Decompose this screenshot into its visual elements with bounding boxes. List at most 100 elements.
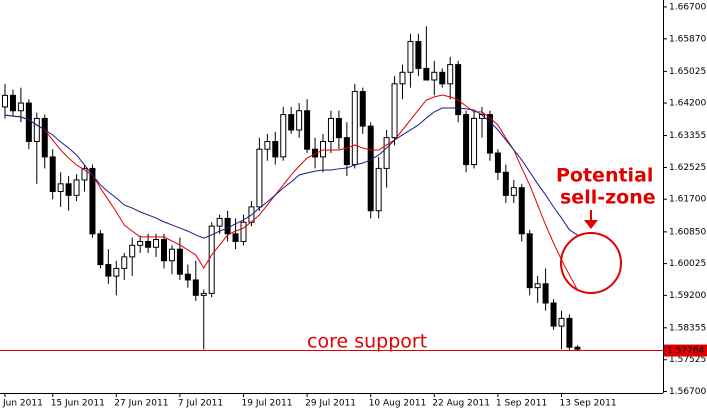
candle-body: [25, 102, 32, 143]
y-tick-label: 1.57525: [669, 355, 706, 365]
candle-body: [486, 114, 493, 154]
candle-body: [49, 156, 56, 193]
candle-body: [232, 233, 239, 242]
x-tick-label: 10 Aug 2011: [369, 399, 427, 409]
y-tick-label: 1.61700: [669, 195, 706, 205]
candle-body: [192, 279, 199, 296]
candle-body: [526, 233, 533, 289]
candle-body: [153, 239, 160, 248]
sell-zone-label: sell-zone: [560, 187, 656, 209]
candle-body: [41, 117, 48, 158]
support-price-label: 1.57764: [667, 346, 704, 356]
candle-body: [534, 283, 541, 289]
y-tick-label: 1.66700: [669, 2, 706, 12]
candle-body: [439, 71, 446, 85]
candle-body: [200, 292, 207, 296]
y-tick-label: 1.64200: [669, 99, 706, 109]
candle-body: [33, 117, 40, 143]
candle-body: [566, 317, 573, 348]
candle-body: [65, 183, 72, 196]
candle-body: [399, 71, 406, 85]
y-tick-label: 1.60025: [669, 259, 706, 269]
candle-body: [455, 64, 462, 116]
y-tick-label: 1.58355: [669, 323, 706, 333]
candle-body: [359, 91, 366, 127]
sell-zone-circle: [560, 232, 622, 294]
core-support-label: core support: [307, 331, 427, 353]
candle-body: [327, 117, 334, 143]
candle-body: [240, 221, 247, 242]
arrow-head: [584, 220, 598, 229]
candle-body: [256, 148, 263, 208]
candle-body: [296, 110, 303, 131]
candle-body: [415, 41, 422, 69]
candle-body: [463, 114, 470, 166]
candle-body: [113, 267, 120, 277]
y-tick-label: 1.56700: [669, 387, 706, 397]
moving-average: [4, 107, 578, 239]
candle-body: [9, 94, 16, 112]
x-tick-label: 22 Aug 2011: [432, 399, 490, 409]
candle-body: [208, 225, 215, 294]
candle-body: [320, 141, 326, 158]
candle-body: [510, 187, 517, 196]
candle-body: [351, 91, 358, 166]
candle-body: [81, 167, 88, 181]
x-tick-label: Jun 2011: [2, 399, 43, 409]
candle-body: [558, 317, 565, 327]
candle-body: [121, 256, 128, 269]
candle-body: [375, 167, 382, 212]
candle-body: [574, 346, 581, 350]
candle-body: [367, 125, 374, 212]
y-tick-label: 1.65025: [669, 67, 706, 77]
candle-body: [224, 217, 231, 235]
candle-body: [184, 273, 191, 281]
candle-body: [447, 64, 454, 85]
x-tick-label: 15 Jun 2011: [51, 399, 105, 409]
candle-body: [335, 117, 342, 139]
sell-zone-label: Potential: [556, 165, 653, 187]
y-tick-label: 1.63355: [669, 131, 706, 141]
candle-body: [550, 302, 557, 327]
candle-body: [502, 171, 509, 196]
candle-body: [129, 244, 136, 258]
x-tick-label: 13 Sep 2011: [560, 399, 617, 409]
candle-body: [161, 239, 167, 262]
candle-body: [145, 240, 152, 248]
moving-average: [4, 94, 578, 291]
x-tick-label: 1 Sep 2011: [496, 399, 547, 409]
candle-body: [431, 71, 438, 81]
x-tick-label: 29 Jul 2011: [305, 399, 356, 409]
x-tick-label: 19 Jul 2011: [242, 399, 293, 409]
candle-body: [89, 167, 96, 235]
candle-body: [272, 141, 279, 158]
candle-body: [137, 240, 144, 246]
candle-body: [2, 94, 8, 108]
candle-body: [97, 233, 104, 266]
candle-body: [494, 152, 501, 173]
support-price-box: [664, 344, 707, 357]
candle-body: [542, 283, 549, 304]
candle-body: [176, 248, 183, 275]
candle-body: [73, 179, 80, 196]
candle-body: [105, 264, 112, 277]
candle-body: [17, 102, 24, 112]
candle-body: [407, 41, 414, 73]
candle-body: [343, 137, 350, 166]
candle-body: [264, 141, 271, 150]
y-tick-label: 1.62525: [669, 163, 706, 173]
candle-body: [304, 110, 311, 150]
candle-body: [423, 67, 430, 81]
y-tick-label: 1.60850: [669, 227, 706, 237]
x-tick-label: 27 Jun 2011: [114, 399, 168, 409]
candle-body: [168, 248, 175, 262]
candle-body: [216, 217, 223, 227]
candle-body: [57, 183, 64, 193]
candle-body: [391, 83, 398, 139]
y-tick-label: 1.65870: [669, 34, 706, 44]
candle-body: [288, 114, 295, 131]
candle-body: [518, 187, 525, 235]
